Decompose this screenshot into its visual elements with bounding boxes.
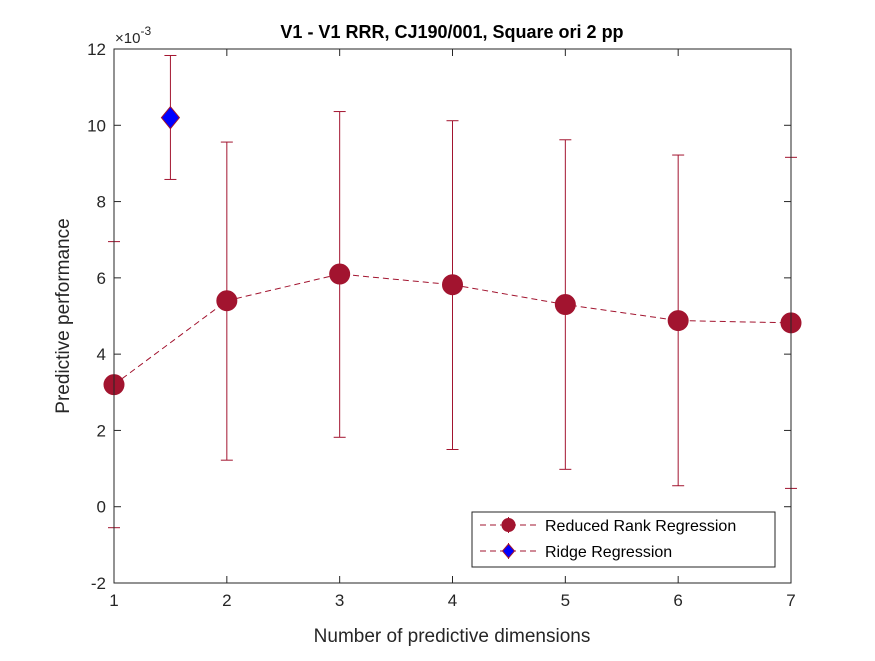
data-point [442, 274, 463, 296]
legend-marker-ridge [501, 543, 516, 559]
x-tick-label: 1 [109, 591, 118, 610]
data-point [160, 105, 181, 130]
x-tick-label: 4 [448, 591, 457, 610]
x-tick-label: 3 [335, 591, 344, 610]
x-tick-label: 2 [222, 591, 231, 610]
x-tick-label: 5 [561, 591, 570, 610]
y-tick-label: 0 [97, 498, 106, 517]
y-tick-label: 12 [87, 40, 106, 59]
legend-label-ridge: Ridge Regression [545, 544, 672, 561]
x-tick-label: 6 [673, 591, 682, 610]
legend-marker-rrr [501, 518, 516, 532]
data-point [667, 310, 689, 332]
data-point [329, 263, 351, 285]
chart-title: V1 - V1 RRR, CJ190/001, Square ori 2 pp [280, 22, 623, 42]
y-tick-label: 6 [97, 269, 106, 288]
y-tick-label: 4 [97, 345, 106, 364]
y-axis-exponent-base: ×10 [115, 30, 140, 47]
y-tick-label: 8 [97, 193, 106, 212]
data-point [216, 290, 238, 312]
legend: Reduced Rank Regression Ridge Regression [471, 511, 776, 568]
y-axis-exponent: ×10-3 [115, 24, 151, 47]
y-axis-label: Predictive performance [53, 218, 74, 413]
y-tick-label: 10 [87, 116, 106, 135]
x-tick-label: 7 [786, 591, 795, 610]
y-tick-label: -2 [91, 574, 106, 593]
y-tick-label: 2 [97, 421, 106, 440]
legend-box [471, 511, 776, 568]
legend-label-rrr: Reduced Rank Regression [545, 518, 736, 535]
y-axis-exponent-power: -3 [140, 24, 151, 38]
x-axis-label: Number of predictive dimensions [314, 626, 591, 647]
data-point [554, 294, 576, 316]
series-1 [160, 54, 181, 180]
